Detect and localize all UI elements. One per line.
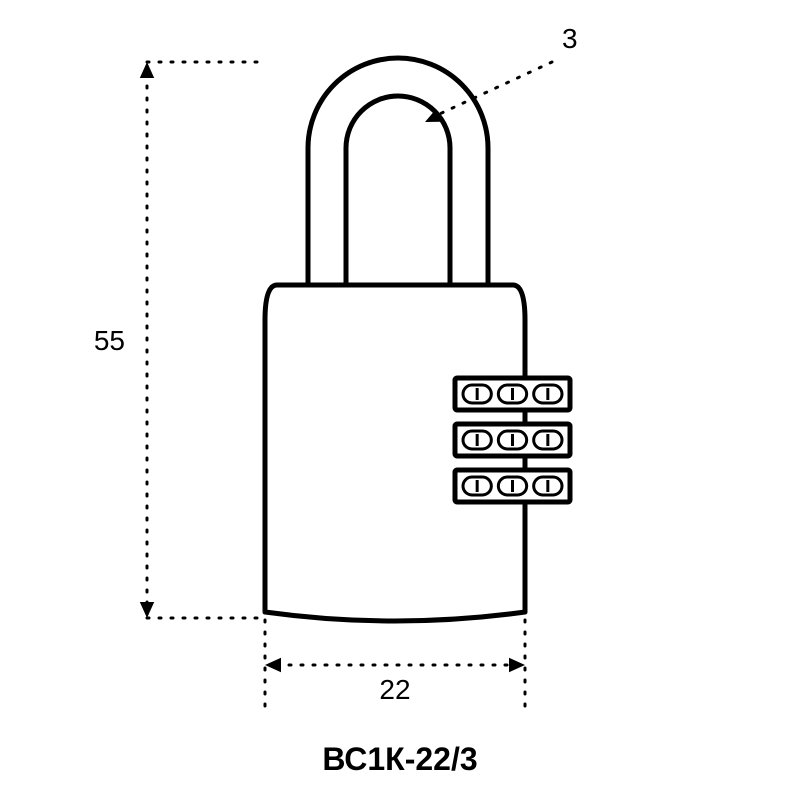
shackle	[308, 58, 488, 285]
model-label: ВС1К-22/3	[322, 741, 477, 777]
dim-radius-label: 3	[562, 23, 578, 54]
dim-height-label: 55	[94, 325, 125, 356]
technical-drawing: 55 22 3 ВС1К-22/3	[0, 0, 800, 800]
dim-width-label: 22	[379, 674, 410, 705]
